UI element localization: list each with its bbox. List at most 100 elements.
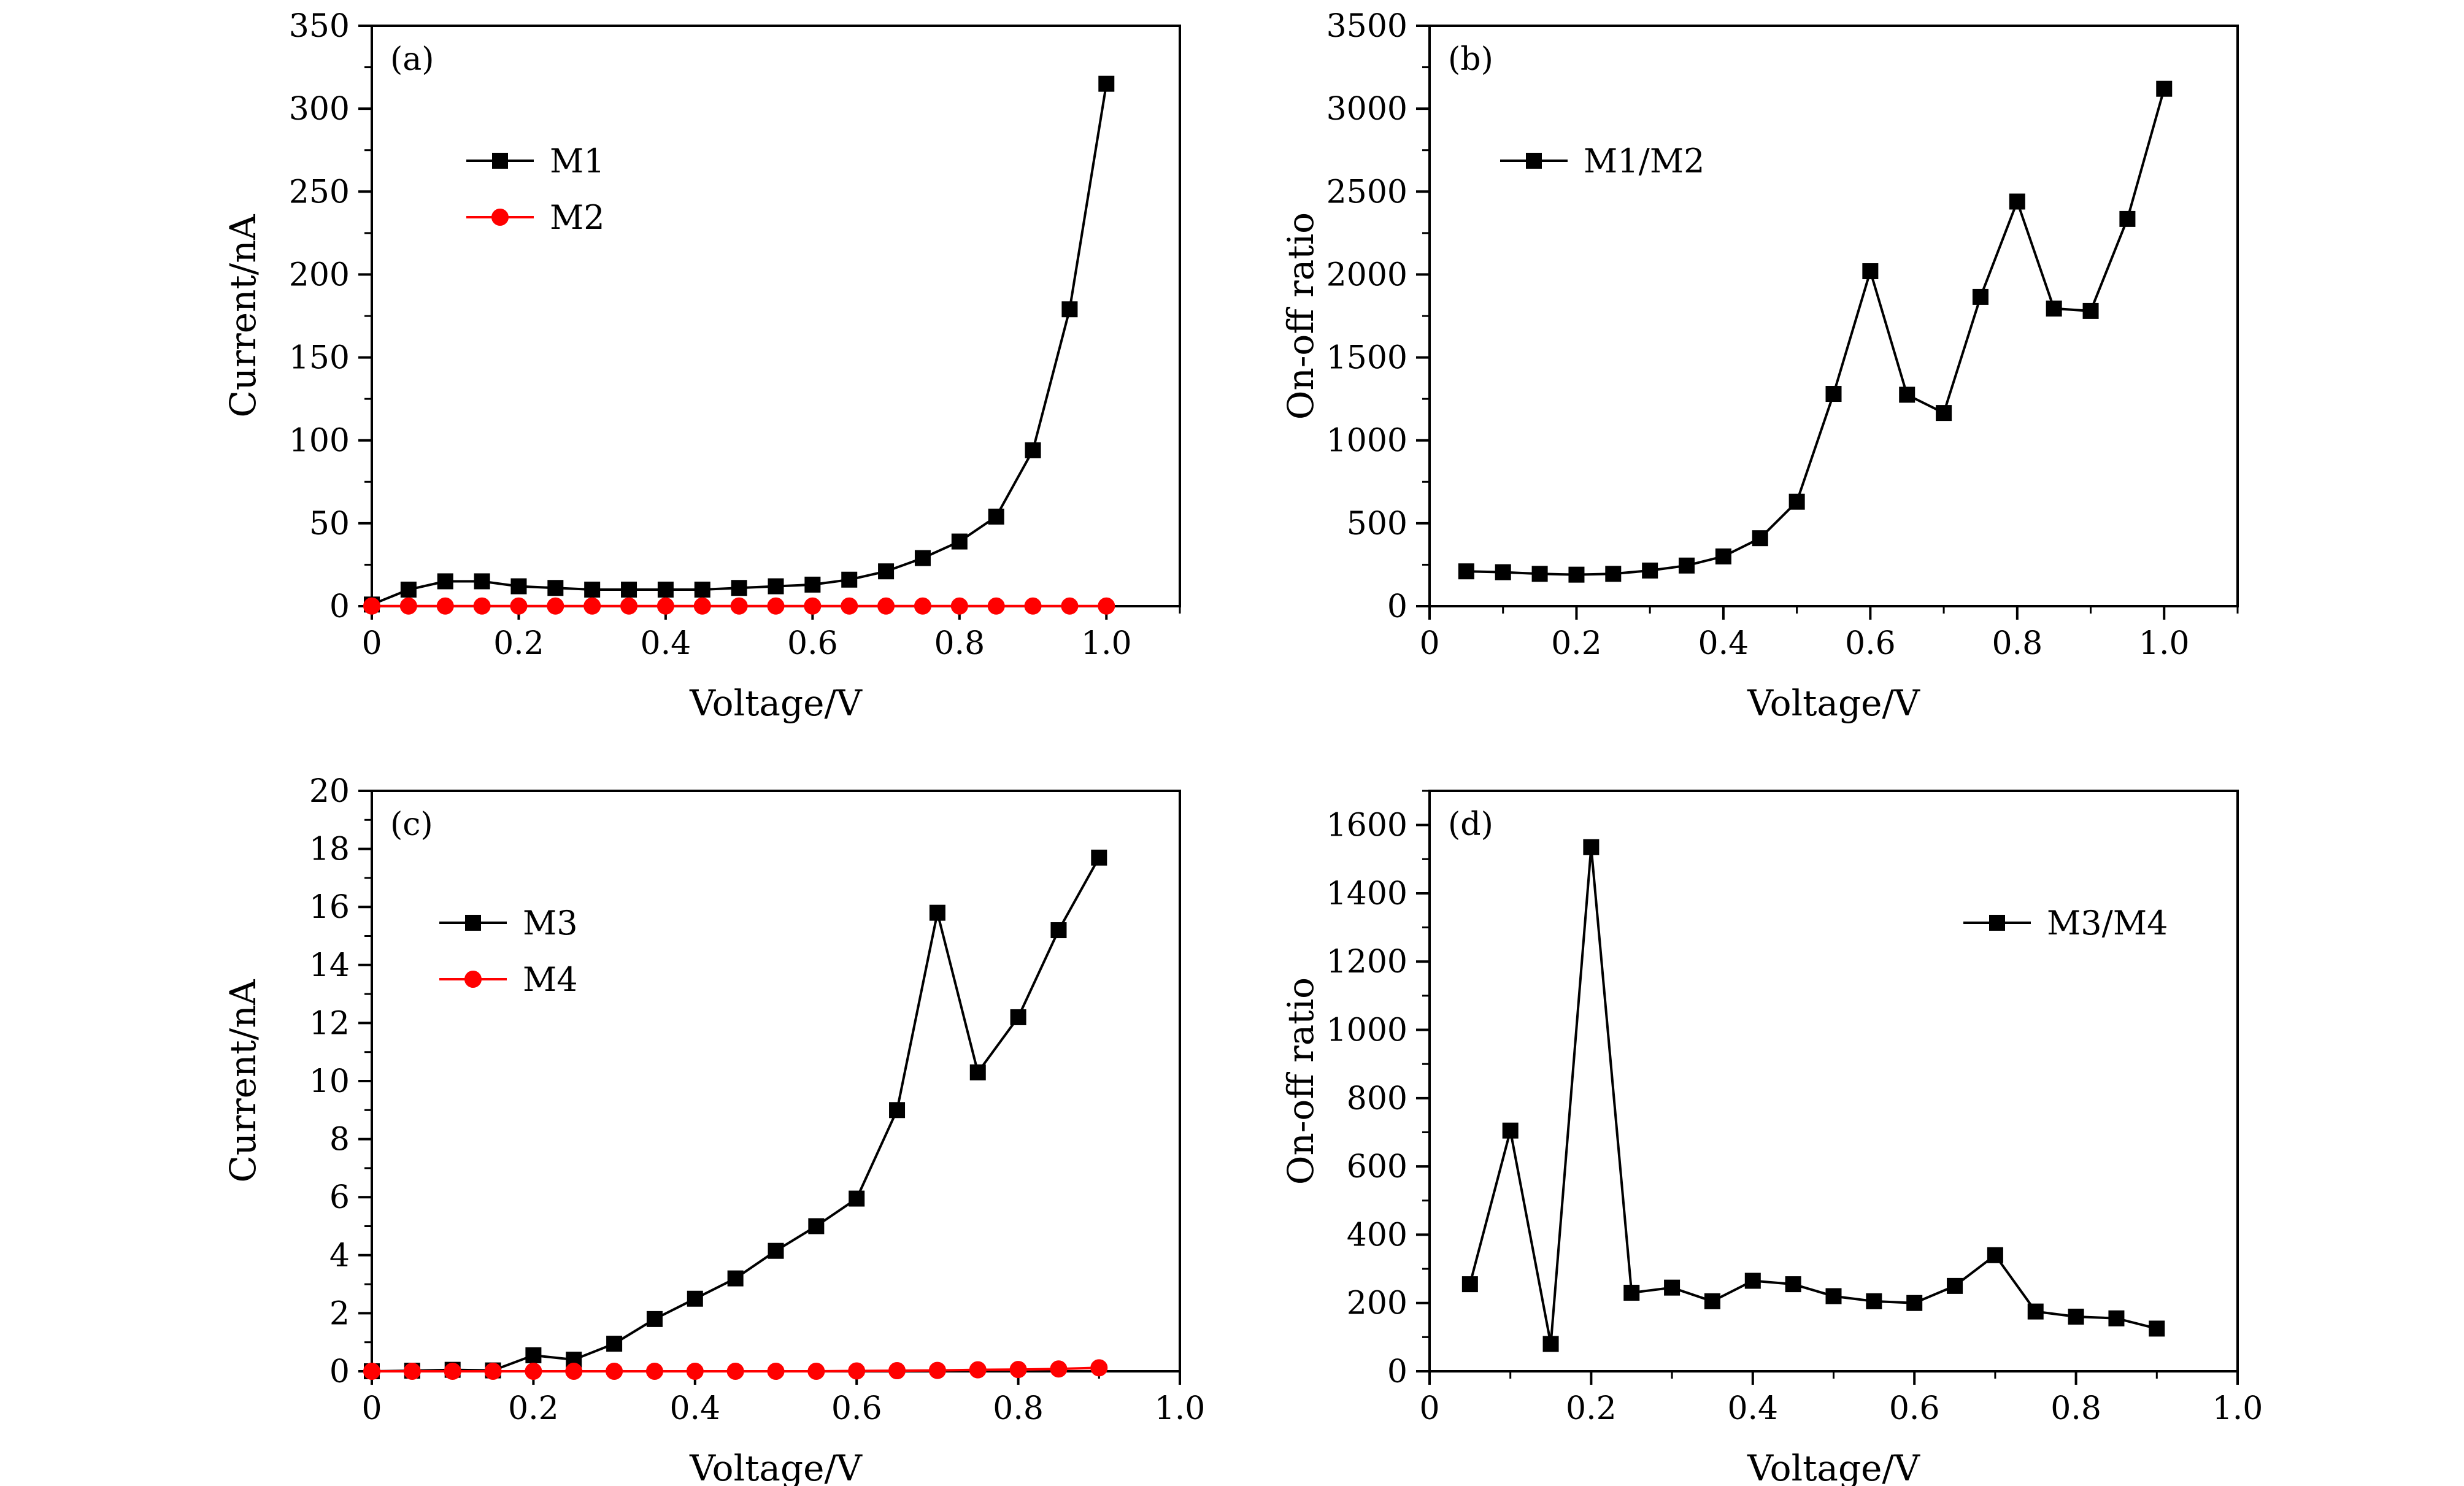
data-point	[1786, 1277, 1801, 1292]
data-point	[1705, 1294, 1720, 1309]
plot-frame	[372, 791, 1180, 1371]
data-point	[732, 580, 747, 595]
chart-panel-2: 0 0.2 0.4 0.6 0.8 1.0 0 2 4 6 8 10 12 14 16 18 20 Voltage…	[222, 773, 1205, 1486]
y-tick-label: 1000	[1326, 1012, 1407, 1049]
data-point	[658, 598, 674, 614]
x-tick-label: 0.8	[934, 625, 985, 662]
data-point	[915, 551, 930, 566]
data-point	[1863, 264, 1877, 279]
data-point	[1900, 387, 1914, 402]
y-tick-label: 2500	[1326, 174, 1407, 210]
y-tick-label: 4	[329, 1238, 350, 1274]
data-point	[511, 579, 526, 594]
data-point	[728, 1363, 744, 1379]
data-point	[1025, 598, 1041, 614]
legend-label: M3/M4	[2047, 904, 2168, 942]
data-point	[647, 1363, 663, 1379]
data-point	[2047, 301, 2062, 316]
data-point	[879, 564, 893, 579]
plot-frame	[372, 26, 1180, 606]
data-point	[1011, 1010, 1026, 1025]
y-tick-label: 20	[309, 773, 350, 810]
data-point	[1907, 1296, 1922, 1311]
data-point	[841, 598, 857, 614]
x-tick-label: 0.2	[1551, 625, 1602, 662]
y-tick-label: 2000	[1326, 256, 1407, 293]
y-tick-label: 3500	[1326, 8, 1407, 45]
data-point	[768, 598, 784, 614]
plot-frame	[1430, 791, 2238, 1371]
data-point	[2084, 304, 2098, 318]
legend-label: M4	[523, 960, 578, 999]
data-point	[970, 1362, 986, 1378]
data-point	[809, 1219, 823, 1234]
data-point	[1503, 1123, 1518, 1138]
y-tick-label: 400	[1347, 1217, 1407, 1253]
y-tick-label: 1200	[1326, 944, 1407, 980]
y-axis-title: On-off ratio	[1280, 212, 1322, 420]
data-point	[1790, 495, 1804, 509]
data-point	[731, 598, 747, 614]
data-point	[658, 582, 673, 597]
legend-marker	[1990, 915, 2004, 930]
data-point	[1606, 566, 1620, 581]
data-point	[1827, 1289, 1841, 1304]
data-point	[2109, 1311, 2123, 1326]
data-point	[1051, 923, 1066, 937]
x-tick-label: 0.2	[1566, 1390, 1617, 1427]
x-tick-label: 0.8	[993, 1390, 1044, 1427]
y-tick-label: 1600	[1326, 807, 1407, 844]
data-point	[404, 1363, 420, 1379]
y-tick-label: 0	[1387, 1353, 1407, 1390]
x-tick-label: 0.8	[1992, 625, 2042, 662]
data-point	[1947, 1279, 1962, 1293]
data-point	[768, 1363, 784, 1379]
data-point	[849, 1191, 864, 1206]
x-tick-label: 0	[1419, 625, 1439, 662]
panel-label: (b)	[1448, 41, 1493, 78]
data-point	[401, 598, 417, 614]
chart-panel-0: 0 0.2 0.4 0.6 0.8 1.0 0 50 100 150 200 250 300 350 Vol…	[222, 8, 1180, 724]
data-point	[988, 598, 1004, 614]
y-tick-label: 1000	[1326, 423, 1407, 460]
data-point	[401, 582, 416, 597]
x-tick-label: 0	[361, 625, 382, 662]
data-point	[2069, 1309, 2084, 1324]
data-point	[2010, 194, 2025, 209]
data-point	[1716, 549, 1731, 564]
data-point	[989, 509, 1004, 524]
x-tick-label: 0.4	[641, 625, 691, 662]
data-point	[1936, 406, 1951, 420]
panel-label: (d)	[1448, 806, 1493, 843]
data-point	[547, 598, 563, 614]
data-point	[1091, 850, 1106, 865]
data-point	[475, 574, 490, 588]
x-tick-label: 0	[1419, 1390, 1439, 1427]
data-point	[1091, 1360, 1107, 1376]
data-point	[930, 906, 945, 920]
x-tick-label: 0.4	[1698, 625, 1749, 662]
chart-panel-1: 0 0.2 0.4 0.6 0.8 1.0 0 500 1000 1500 2000 2500 3000…	[1280, 8, 2238, 724]
y-axis-title: On-off ratio	[1280, 977, 1322, 1185]
data-point	[1988, 1248, 2003, 1263]
y-tick-label: 8	[329, 1122, 350, 1158]
data-point	[485, 1363, 501, 1379]
chart-panel-3: 0 0.2 0.4 0.6 0.8 1.0 0 200 400 600 800 1000 1200 140…	[1280, 791, 2263, 1486]
plot-frame	[1430, 26, 2238, 606]
data-point	[808, 1363, 824, 1379]
legend-marker	[466, 915, 480, 930]
x-tick-label: 0.6	[1845, 625, 1896, 662]
data-point	[647, 1312, 662, 1326]
y-tick-label: 300	[289, 91, 350, 128]
data-point	[584, 598, 600, 614]
data-point	[364, 598, 380, 614]
data-point	[445, 1363, 461, 1379]
legend-label: M3	[523, 904, 578, 942]
data-point	[804, 598, 820, 614]
y-tick-label: 0	[329, 588, 350, 625]
y-tick-label: 50	[309, 506, 350, 542]
data-point	[621, 598, 637, 614]
data-point	[1544, 1336, 1558, 1351]
data-point	[769, 1244, 783, 1258]
data-point	[1973, 290, 1988, 304]
